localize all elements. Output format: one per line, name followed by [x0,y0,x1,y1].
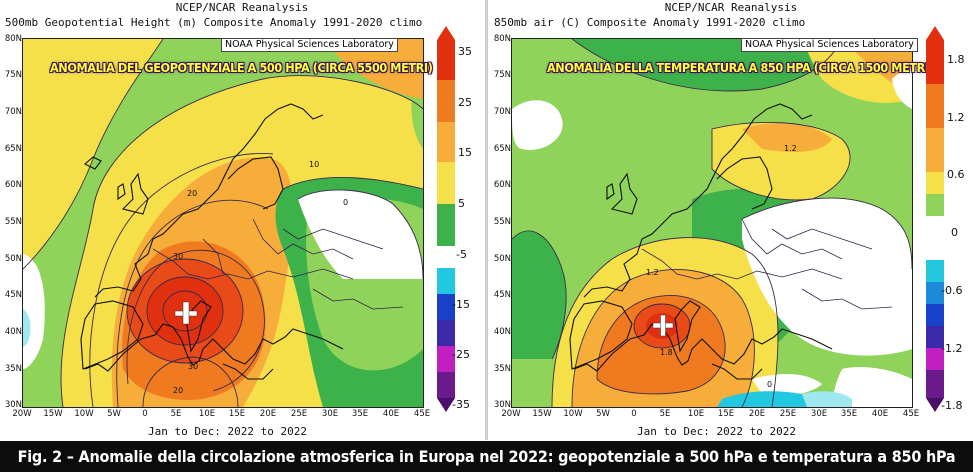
panel-subtitle: 500mb Geopotential Height (m) Composite … [5,16,423,29]
lat-label: 30N [493,400,511,410]
lon-label: 15W [532,409,552,419]
colorbar-label: 5 [458,197,465,210]
lat-label: 45N [493,290,511,300]
lon-label: 45E [902,409,920,419]
lat-label: 75N [4,70,22,80]
lon-label: 15E [717,409,735,419]
colorbar-label: 15 [458,146,472,159]
lon-label: 20W [501,409,521,419]
lat-label: 65N [4,144,22,154]
geopotential-panel: NCEP/NCAR Reanalysis 500mb Geopotential … [0,0,484,440]
lon-label: 5W [596,409,610,419]
lon-label: 40E [382,409,400,419]
lat-label: 70N [4,107,22,117]
colorbar-label: 1.2 [947,111,965,124]
lon-label: 45E [413,409,431,419]
contour-label: 20 [187,189,197,198]
figure-caption: Fig. 2 – Anomalie della circolazione atm… [0,441,973,472]
lon-label: 0 [142,409,148,419]
lon-label: 35E [840,409,858,419]
lat-label: 50N [4,254,22,264]
lon-label: 5E [659,409,671,419]
contour-label: 0 [343,198,348,207]
contour-label: 1.8 [660,348,673,357]
lat-label: 40N [4,327,22,337]
lon-label: 0 [631,409,637,419]
lon-label: 15E [228,409,246,419]
lon-label: 20E [259,409,277,419]
panel-divider [485,0,488,440]
contour-label: 30 [188,362,198,371]
contour-label: 0 [767,380,772,389]
colorbar-label: -15 [452,298,470,311]
lon-label: 30E [321,409,339,419]
lon-label: 25E [290,409,308,419]
lon-label: 10W [74,409,94,419]
lat-label: 60N [4,180,22,190]
colorbar-label: 0.6 [947,168,965,181]
lat-label: 50N [493,254,511,264]
period-label: Jan to Dec: 2022 to 2022 [148,425,307,438]
lat-label: 30N [4,400,22,410]
lat-label: 80N [493,34,511,44]
lat-label: 75N [493,70,511,80]
lon-label: 5W [107,409,121,419]
temperature-map: 1.2 1.2 1.8 0 [511,38,913,408]
lon-label: 35E [351,409,369,419]
lat-label: 80N [4,34,22,44]
colorbar-label: -5 [456,248,467,261]
lon-label: 5E [170,409,182,419]
colorbar-label: -0.6 [941,284,963,297]
lat-label: 45N [4,290,22,300]
colorbar [926,26,944,412]
contour-label: 1.2 [646,268,659,277]
lon-label: 15W [43,409,63,419]
colorbar-label: -1.8 [941,399,963,412]
lon-label: 40E [871,409,889,419]
colorbar-label: -25 [452,348,470,361]
panel-subtitle: 850mb air (C) Composite Anomaly 1991-202… [494,16,806,29]
lon-label: 10E [687,409,705,419]
lat-label: 40N [493,327,511,337]
lon-label: 30E [810,409,828,419]
colorbar-label: 1.8 [947,53,965,66]
lat-label: 35N [4,364,22,374]
lon-label: 10E [198,409,216,419]
lon-label: 20E [748,409,766,419]
panel-title: NCEP/NCAR Reanalysis [175,1,309,14]
lat-label: 65N [493,144,511,154]
lon-label: 20W [12,409,32,419]
credit-label: NOAA Physical Sciences Laboratory [221,38,398,52]
credit-label: NOAA Physical Sciences Laboratory [741,38,918,52]
lat-label: 35N [493,364,511,374]
cross-marker-icon [652,314,674,337]
contour-label: 20 [173,386,183,395]
lat-label: 70N [493,107,511,117]
colorbar-label: -1.2 [941,342,963,355]
geopotential-field: 10 0 20 30 30 20 [23,39,423,407]
lon-label: 25E [779,409,797,419]
colorbar-label: 35 [458,45,472,58]
colorbar [437,26,455,412]
panel-title: NCEP/NCAR Reanalysis [664,1,798,14]
geopotential-map: 10 0 20 30 30 20 [22,38,424,408]
colorbar-label: 0 [951,226,958,239]
lon-label: 10W [563,409,583,419]
lat-label: 60N [493,180,511,190]
period-label: Jan to Dec: 2022 to 2022 [637,425,796,438]
temperature-field: 1.2 1.2 1.8 0 [512,39,912,407]
contour-label: 1.2 [784,144,797,153]
lat-label: 55N [4,217,22,227]
contour-label: 30 [173,252,183,261]
cross-marker-icon [174,301,198,325]
colorbar-label: 25 [458,96,472,109]
lat-label: 55N [493,217,511,227]
overlay-title: ANOMALIA DELLA TEMPERATURA A 850 HPA (CI… [547,60,934,75]
contour-label: 10 [309,160,319,169]
temperature-panel: NCEP/NCAR Reanalysis 850mb air (C) Compo… [489,0,973,440]
overlay-title: ANOMALIA DEL GEOPOTENZIALE A 500 HPA (CI… [50,60,433,75]
colorbar-label: -35 [452,398,470,411]
